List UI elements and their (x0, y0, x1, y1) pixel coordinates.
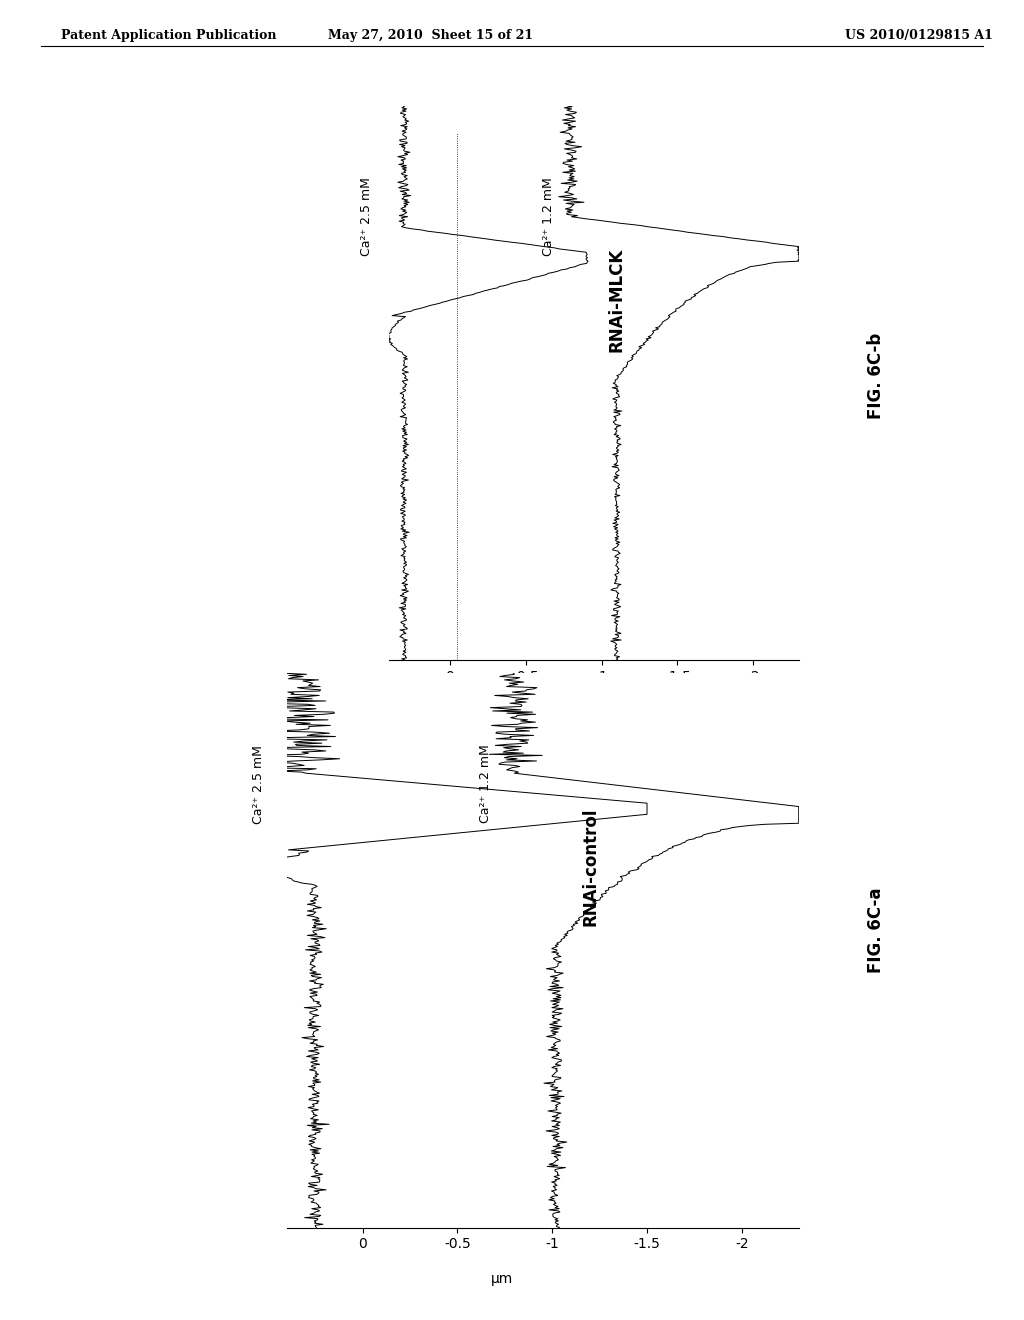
Text: US 2010/0129815 A1: US 2010/0129815 A1 (846, 29, 993, 42)
Text: FIG. 6C-a: FIG. 6C-a (866, 888, 885, 973)
Text: May 27, 2010  Sheet 15 of 21: May 27, 2010 Sheet 15 of 21 (328, 29, 532, 42)
Text: FIG. 6C-b: FIG. 6C-b (866, 333, 885, 420)
Text: RNAi-MLCK: RNAi-MLCK (607, 248, 626, 351)
Text: Ca²⁺ 1.2 mM: Ca²⁺ 1.2 mM (542, 177, 555, 256)
Text: μm: μm (490, 1272, 513, 1286)
Text: Ca²⁺ 2.5 mM: Ca²⁺ 2.5 mM (252, 744, 265, 824)
Text: RNAi-control: RNAi-control (582, 808, 599, 927)
Text: Ca²⁺ 1.2 mM: Ca²⁺ 1.2 mM (479, 744, 493, 824)
Text: Ca²⁺ 2.5 mM: Ca²⁺ 2.5 mM (359, 177, 373, 256)
Text: Patent Application Publication: Patent Application Publication (61, 29, 276, 42)
